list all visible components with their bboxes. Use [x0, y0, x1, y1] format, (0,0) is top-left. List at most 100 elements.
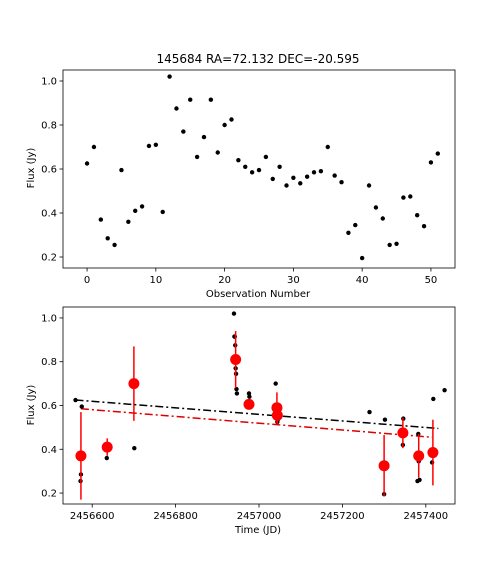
- bottom-data-point: [104, 455, 109, 461]
- top-data-point: [311, 170, 317, 175]
- top-data-point: [243, 164, 248, 169]
- bottom-data-point: [273, 381, 278, 386]
- top-data-point: [284, 183, 289, 188]
- top-data-point: [126, 219, 131, 224]
- top-data-point: [263, 154, 269, 160]
- bottom-data-point: [417, 477, 422, 483]
- bottom-data-point: [243, 398, 255, 410]
- top-xtick-label: 50: [425, 275, 438, 286]
- bottom-data-point: [397, 427, 409, 439]
- bottom-data-point: [234, 391, 240, 396]
- top-data-point: [256, 167, 262, 173]
- bottom-data-point: [378, 460, 390, 472]
- top-data-point: [249, 170, 255, 175]
- bottom-data-point: [367, 409, 372, 415]
- top-data-point: [236, 158, 241, 163]
- top-chart-xlabel: Observation Number: [206, 289, 311, 300]
- bottom-xtick-label: 2456600: [70, 511, 115, 522]
- bottom-data-point: [413, 450, 425, 462]
- top-chart-ylabel: Flux (Jy): [26, 148, 37, 189]
- top-data-point: [222, 122, 227, 128]
- top-data-point: [133, 208, 138, 213]
- bottom-ytick-label: 0.2: [41, 489, 57, 500]
- top-data-point: [366, 183, 372, 188]
- top-data-point: [112, 242, 117, 248]
- bottom-chart-marks: [73, 311, 447, 500]
- bottom-fit-line-1: [80, 408, 433, 438]
- top-data-point: [421, 224, 427, 229]
- bottom-chart-axes: 2456600 2456800 2457000 2457200 2457400 0.2 0.…: [41, 306, 456, 522]
- top-ytick-label: 1.0: [41, 77, 57, 88]
- top-xtick-label: 30: [287, 275, 300, 286]
- top-data-point: [394, 241, 399, 246]
- top-chart-axes: 0 10 20 30 40 50 0.2 0.4 0.6 0.8 1.0: [41, 69, 456, 286]
- top-data-point: [139, 204, 145, 209]
- top-data-point: [146, 143, 152, 149]
- top-chart: 145684 RA=72.132 DEC=-20.595 0 10 20 30 40 50…: [26, 52, 456, 300]
- top-data-point: [208, 97, 214, 102]
- top-data-point: [98, 217, 104, 222]
- top-data-point: [380, 216, 385, 221]
- top-data-point: [339, 180, 344, 185]
- bottom-chart-xlabel: Time (JD): [234, 525, 281, 536]
- top-data-point: [359, 255, 365, 261]
- bottom-ytick-label: 0.4: [41, 445, 57, 456]
- top-data-point: [325, 144, 330, 150]
- top-data-point: [435, 151, 441, 156]
- bottom-data-point: [75, 450, 87, 462]
- top-chart-marks: [84, 74, 441, 261]
- top-xtick-label: 40: [356, 275, 369, 286]
- bottom-data-point: [271, 409, 283, 421]
- bottom-data-point: [431, 396, 436, 402]
- bottom-xtick-label: 2456800: [153, 511, 198, 522]
- top-xtick-label: 0: [84, 275, 90, 286]
- top-xtick-label: 20: [218, 275, 231, 286]
- bottom-data-point: [101, 441, 113, 453]
- top-data-point: [401, 195, 406, 200]
- top-chart-title: 145684 RA=72.132 DEC=-20.595: [156, 52, 359, 66]
- bottom-data-point: [128, 378, 140, 390]
- bottom-data-point: [427, 447, 439, 459]
- top-data-point: [318, 169, 324, 174]
- bottom-chart: 2456600 2456800 2457000 2457200 2457400 0.2 0.…: [26, 306, 456, 536]
- top-data-point: [387, 242, 392, 248]
- bottom-data-point: [73, 397, 78, 403]
- top-data-point: [353, 222, 358, 228]
- top-data-point: [215, 150, 220, 155]
- top-data-point: [188, 97, 193, 102]
- bottom-ytick-label: 0.6: [41, 401, 57, 412]
- top-data-point: [167, 74, 172, 79]
- top-ytick-label: 0.8: [41, 121, 57, 132]
- bottom-ytick-label: 0.8: [41, 357, 57, 368]
- top-data-point: [408, 194, 413, 199]
- top-ytick-label: 0.6: [41, 165, 57, 176]
- top-data-point: [194, 154, 200, 160]
- bottom-xtick-label: 2457400: [404, 511, 449, 522]
- top-data-point: [270, 176, 275, 182]
- top-xtick-label: 10: [149, 275, 162, 286]
- top-ytick-label: 0.4: [41, 209, 57, 220]
- bottom-data-point: [230, 354, 242, 366]
- top-data-point: [277, 164, 282, 169]
- bottom-ytick-label: 1.0: [41, 313, 57, 324]
- bottom-fit-line-0: [75, 399, 439, 430]
- bottom-data-point: [246, 391, 252, 396]
- top-data-point: [428, 160, 434, 165]
- bottom-data-point: [247, 394, 252, 399]
- top-data-point: [346, 230, 351, 235]
- bottom-xtick-label: 2457200: [320, 511, 365, 522]
- top-data-point: [229, 117, 234, 122]
- top-data-point: [332, 173, 337, 178]
- bottom-data-point: [79, 404, 84, 409]
- top-data-point: [153, 142, 159, 147]
- top-data-point: [291, 175, 296, 180]
- top-data-point: [105, 236, 110, 241]
- bottom-chart-ylabel: Flux (Jy): [26, 385, 37, 426]
- top-data-point: [414, 213, 420, 218]
- top-ytick-label: 0.2: [41, 253, 57, 264]
- top-data-point: [91, 144, 97, 150]
- top-data-point: [174, 106, 179, 111]
- bottom-data-point: [442, 387, 447, 393]
